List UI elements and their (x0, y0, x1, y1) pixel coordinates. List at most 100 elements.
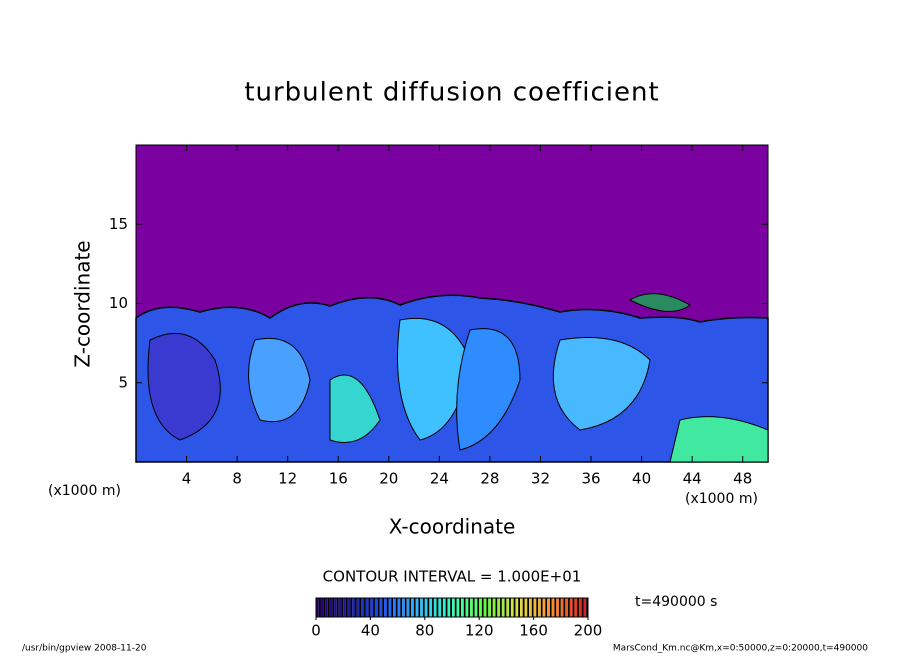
colorbar-band (406, 598, 410, 617)
eddy (397, 317, 471, 441)
eddy (329, 374, 381, 443)
colorbar-band (334, 598, 337, 617)
colorbar-gap (373, 598, 375, 617)
colorbar-gap (527, 598, 530, 617)
contour-field (135, 145, 769, 463)
colorbar-gap (359, 598, 362, 617)
colorbar-band (338, 598, 342, 617)
colorbar-gap (563, 598, 566, 617)
colorbar-gap (382, 598, 384, 617)
colorbar-band (456, 598, 460, 617)
colorbar-band (479, 598, 482, 617)
colorbar-gap (450, 598, 452, 617)
colorbar-band (393, 598, 396, 617)
colorbar-gap (513, 598, 516, 617)
colorbar-band (361, 598, 365, 617)
colorbar-band (384, 598, 387, 617)
colorbar-band (565, 598, 569, 617)
colorbar-gap (477, 598, 480, 617)
colorbar-gap (504, 598, 507, 617)
colorbar-gap (327, 598, 330, 617)
colorbar-tick-label: 200 (574, 622, 603, 640)
colorbar-band (402, 598, 405, 617)
colorbar-gap (509, 598, 511, 617)
colorbar-gap (486, 598, 489, 617)
colorbar-band (447, 598, 451, 617)
colorbar-gap (581, 598, 584, 617)
footer-right: MarsCond_Km.nc@Km,x=0:50000,z=0:20000,t=… (613, 644, 868, 654)
x-unit: (x1000 m) (685, 491, 758, 507)
colorbar-band (388, 598, 392, 617)
colorbar-band (329, 598, 333, 617)
eddy (147, 332, 221, 441)
colorbar-tick-label: 0 (311, 622, 321, 640)
colorbar-gap (586, 598, 588, 617)
colorbar-gap (500, 598, 502, 617)
colorbar-band (438, 598, 442, 617)
colorbar-gap (441, 598, 443, 617)
colorbar-gap (350, 598, 353, 617)
colorbar-gap (391, 598, 394, 617)
colorbar-gap (549, 598, 552, 617)
colorbar-gap (386, 598, 389, 617)
colorbar-gap (545, 598, 548, 617)
colorbar-band (551, 598, 555, 617)
colorbar-band (547, 598, 550, 617)
colorbar-band (533, 598, 537, 617)
colorbar-band (560, 598, 564, 617)
colorbar-gap (377, 598, 380, 617)
colorbar-gap (409, 598, 412, 617)
colorbar-gap (518, 598, 520, 617)
colorbar-gap (577, 598, 579, 617)
colorbar-band (379, 598, 383, 617)
colorbar-band (433, 598, 437, 617)
colorbar-band (347, 598, 351, 617)
colorbar-band (542, 598, 546, 617)
colorbar-gap (522, 598, 525, 617)
colorbar-gap (427, 598, 430, 617)
colorbar-gap (332, 598, 335, 617)
colorbar-gap (472, 598, 475, 617)
colorbar-gap (395, 598, 398, 617)
colorbar-tick-label: 80 (415, 622, 434, 640)
colorbar-band (506, 598, 510, 617)
footer-left: /usr/bin/gpview 2008-11-20 (22, 644, 147, 654)
colorbar-band (520, 598, 523, 617)
chart-title: turbulent diffusion coefficient (244, 78, 659, 108)
colorbar-gap (445, 598, 448, 617)
colorbar-band (370, 598, 374, 617)
colorbar-gap (341, 598, 344, 617)
colorbar-band (470, 598, 473, 617)
colorbar-gap (354, 598, 357, 617)
colorbar-gap (459, 598, 462, 617)
colorbar-gap (572, 598, 575, 617)
colorbar-tick-label: 160 (519, 622, 548, 640)
x-unit: (x1000 m) (48, 483, 121, 499)
colorbar-gap (536, 598, 539, 617)
colorbar-gap (463, 598, 466, 617)
colorbar-gap (454, 598, 457, 617)
y-tick-label: 15 (109, 215, 128, 233)
colorbar-band (429, 598, 433, 617)
x-axis-label: X-coordinate (389, 515, 516, 539)
colorbar-gap (323, 598, 326, 617)
colorbar-band (415, 598, 419, 617)
colorbar-tick-label: 120 (465, 622, 494, 640)
eddy (552, 337, 651, 431)
colorbar-band (492, 598, 496, 617)
colorbar-gap (336, 598, 339, 617)
x-tick-label: 16 (329, 470, 348, 488)
colorbar-gap (404, 598, 407, 617)
y-tick-label: 5 (118, 373, 128, 391)
colorbar-band (474, 598, 478, 617)
y-tick-label: 10 (109, 294, 128, 312)
colorbar-gap (490, 598, 493, 617)
colorbar-band (578, 598, 582, 617)
colorbar-band (316, 598, 319, 617)
x-tick-label: 36 (581, 470, 600, 488)
colorbar-band (574, 598, 578, 617)
eddy (456, 328, 521, 451)
x-tick-label: 40 (632, 470, 651, 488)
colorbar-band (374, 598, 378, 617)
